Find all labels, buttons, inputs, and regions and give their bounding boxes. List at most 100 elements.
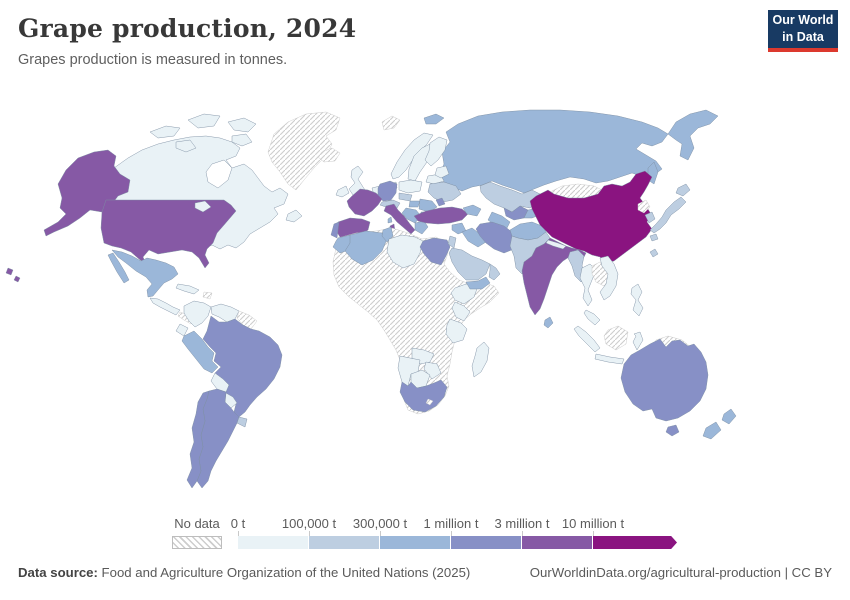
map-legend: No data 0 t 100,000 t 300,000 t 1 millio… [0,514,850,554]
country-poland[interactable] [398,179,423,194]
country-sweden[interactable] [407,143,434,182]
country-ecuador[interactable] [175,323,189,337]
country-peru[interactable] [181,330,219,374]
country-iceland[interactable] [317,147,341,163]
country-sri-lanka[interactable] [543,316,554,329]
footer-license: OurWorldinData.org/agricultural-producti… [529,565,832,580]
region-africa-no-data[interactable] [332,227,500,415]
country-canada-island[interactable] [149,125,181,139]
legend-no-data-swatch[interactable] [172,536,222,549]
country-usa[interactable] [100,199,237,269]
country-norway[interactable] [390,132,434,180]
country-south-korea[interactable] [644,211,656,224]
country-vietnam[interactable] [599,255,619,301]
country-taiwan[interactable] [649,248,659,258]
legend-tick [593,531,594,536]
country-lesotho[interactable] [425,398,434,406]
country-malaysia[interactable] [583,309,601,326]
legend-bin-2[interactable] [380,536,451,549]
country-chile[interactable] [186,390,210,489]
legend-bin-3[interactable] [451,536,522,549]
country-caucasus[interactable] [462,204,482,217]
country-canada-island[interactable] [227,117,257,133]
country-levant[interactable] [447,235,457,249]
country-russia-fareast[interactable] [667,109,719,161]
country-russia-novaya-zemlya[interactable] [423,113,445,125]
country-borneo[interactable] [603,325,629,351]
footer-source-text: Food and Agriculture Organization of the… [97,565,471,580]
country-greenland[interactable] [267,111,341,191]
country-madagascar[interactable] [471,341,490,378]
country-czechia-slovakia[interactable] [398,192,413,202]
country-moldova[interactable] [435,197,446,207]
country-nepal[interactable] [545,239,567,250]
country-italy[interactable] [383,203,416,235]
country-finland[interactable] [424,136,448,167]
country-indonesia-sumatra[interactable] [573,325,601,353]
country-new-zealand-south[interactable] [702,421,722,440]
country-turkey[interactable] [413,206,469,225]
country-colombia[interactable] [183,300,212,328]
footer-source: Data source: Food and Agriculture Organi… [18,565,470,580]
country-canada-island[interactable] [175,139,197,153]
country-libya[interactable] [386,234,424,269]
country-ireland[interactable] [335,185,350,198]
country-ukraine[interactable] [427,181,462,203]
legend-tick-label: 1 million t [423,516,479,531]
legend-color-bar [238,536,677,549]
legend-tick-label: 100,000 t [281,516,337,531]
country-indonesia-sulawesi[interactable] [632,331,644,351]
legend-bin-5[interactable] [593,536,664,549]
country-syria[interactable] [451,222,467,235]
country-tanzania[interactable] [445,318,468,344]
country-uruguay[interactable] [236,416,248,428]
country-germany[interactable] [377,180,398,202]
country-egypt[interactable] [419,237,451,266]
footer-source-label: Data source: [18,565,98,580]
country-russia[interactable] [439,109,669,194]
country-indonesia-java[interactable] [594,353,625,365]
country-central-america[interactable] [149,297,181,316]
legend-arrow [664,536,677,549]
country-canada-island[interactable] [231,133,253,147]
legend-bin-0[interactable] [238,536,309,549]
country-mexico-baja[interactable] [107,252,130,284]
country-australia-tasmania[interactable] [665,424,680,437]
country-yemen[interactable] [465,276,491,290]
country-mexico[interactable] [111,249,179,298]
legend-bin-1[interactable] [309,536,380,549]
country-hungary[interactable] [408,200,421,208]
page-subtitle: Grapes production is measured in tonnes. [18,52,288,68]
country-zimbabwe[interactable] [423,361,442,380]
country-iran[interactable] [475,221,519,254]
legend-tick-label: 0 t [230,516,246,531]
country-france[interactable] [346,188,383,217]
legend-bin-4[interactable] [522,536,593,549]
country-svalbard[interactable] [381,115,401,131]
country-north-korea[interactable] [637,199,651,214]
country-japan-honshu[interactable] [649,196,687,234]
country-baltics[interactable] [434,165,450,179]
country-portugal[interactable] [330,221,340,239]
country-australia[interactable] [620,338,709,422]
country-corsica[interactable] [387,216,393,224]
owid-logo[interactable]: Our World in Data [768,10,838,52]
country-japan-hokkaido[interactable] [675,183,691,197]
country-new-zealand-north[interactable] [721,408,737,425]
country-brazil[interactable] [202,315,283,418]
legend-tick [380,531,381,536]
country-oman[interactable] [488,263,501,281]
country-canada-newfoundland[interactable] [285,209,303,223]
country-philippines[interactable] [630,283,644,317]
country-canada-island[interactable] [187,113,221,129]
country-kenya[interactable] [451,301,471,322]
country-saudi-arabia[interactable] [448,247,491,281]
country-south-africa[interactable] [399,379,448,413]
country-cuba[interactable] [175,283,200,295]
country-hispaniola[interactable] [202,291,213,300]
country-usa-hawaii[interactable] [5,267,21,283]
country-japan-kyushu[interactable] [649,233,659,242]
country-algeria[interactable] [344,230,388,266]
